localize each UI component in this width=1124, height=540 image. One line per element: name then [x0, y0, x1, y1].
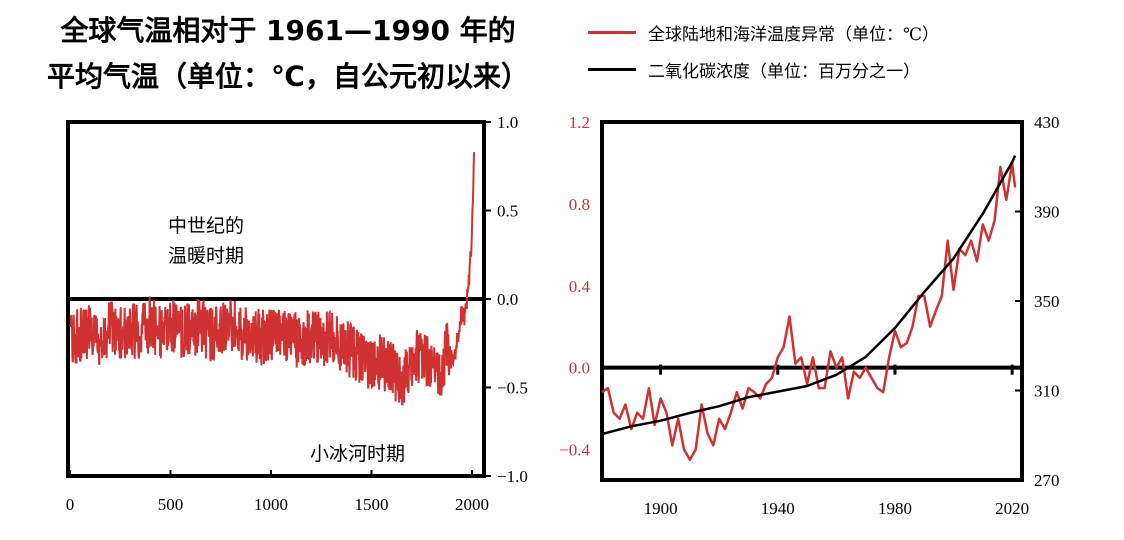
y-right-tick-label: 270	[1034, 471, 1060, 490]
chart-title: 全球气温相对于 1961—1990 年的 平均气温（单位：℃，自公元初以来）	[18, 8, 558, 100]
x-tick-label: 1900	[644, 499, 678, 518]
y-tick-label: 0.0	[497, 290, 518, 309]
y-tick-label: 1.0	[497, 113, 518, 132]
co2-concentration-line	[601, 155, 1017, 436]
y-tick-label: 0.5	[497, 202, 518, 221]
y-tick-label: −0.5	[497, 379, 528, 398]
legend-label-temperature: 全球陆地和海洋温度异常（单位：℃）	[648, 25, 940, 45]
legend-label-co2: 二氧化碳浓度（单位：百万分之一）	[648, 62, 920, 82]
y-right-tick-label: 310	[1034, 382, 1060, 401]
x-tick-label: 1980	[878, 499, 912, 518]
y-tick-label: −1.0	[497, 467, 528, 486]
x-tick-label: 1940	[761, 499, 795, 518]
plot-frame-right	[600, 120, 1024, 482]
y-left-tick-label: 0.0	[569, 359, 590, 378]
annotation-little-ice-age: 小冰河时期	[310, 443, 405, 465]
title-line-1: 全球气温相对于 1961—1990 年的	[60, 14, 516, 47]
x-tick-label: 2000	[455, 495, 489, 514]
x-tick-label: 2020	[995, 499, 1029, 518]
title-line-2: 平均气温（单位：℃，自公元初以来）	[47, 60, 529, 93]
legend-swatch-co2	[588, 68, 636, 71]
y-right-tick-label: 390	[1034, 203, 1060, 222]
legend-item-co2: 二氧化碳浓度（单位：百万分之一）	[588, 51, 939, 88]
x-tick-label: 500	[158, 495, 184, 514]
annotation-medieval-2: 温暖时期	[168, 245, 244, 267]
y-left-tick-label: 0.8	[569, 195, 590, 214]
legend-swatch-temperature	[588, 31, 636, 34]
x-tick-label: 1500	[355, 495, 389, 514]
y-left-tick-label: 1.2	[569, 113, 590, 132]
y-left-tick-label: 0.4	[569, 277, 591, 296]
chart-left: 1.0 0.5 0.0 −0.5 −1.0 0 500 1000 1500 2000 中世纪的温暖时…	[66, 113, 528, 514]
annotation-medieval-1: 中世纪的	[168, 215, 244, 237]
y-left-tick-label: −0.4	[559, 441, 590, 460]
y-right-tick-label: 350	[1034, 292, 1060, 311]
chart-right: 1.2 0.8 0.4 0.0 −0.4 430 390 350 310 270 1900 1940 1…	[559, 113, 1059, 518]
x-tick-label: 0	[66, 495, 75, 514]
legend: 全球陆地和海洋温度异常（单位：℃） 二氧化碳浓度（单位：百万分之一）	[588, 14, 939, 88]
y-right-tick-label: 430	[1034, 113, 1060, 132]
x-tick-label: 1000	[254, 495, 288, 514]
temperature-series-line	[69, 152, 475, 406]
legend-item-temperature: 全球陆地和海洋温度异常（单位：℃）	[588, 14, 939, 51]
temperature-anomaly-line	[601, 161, 1017, 462]
